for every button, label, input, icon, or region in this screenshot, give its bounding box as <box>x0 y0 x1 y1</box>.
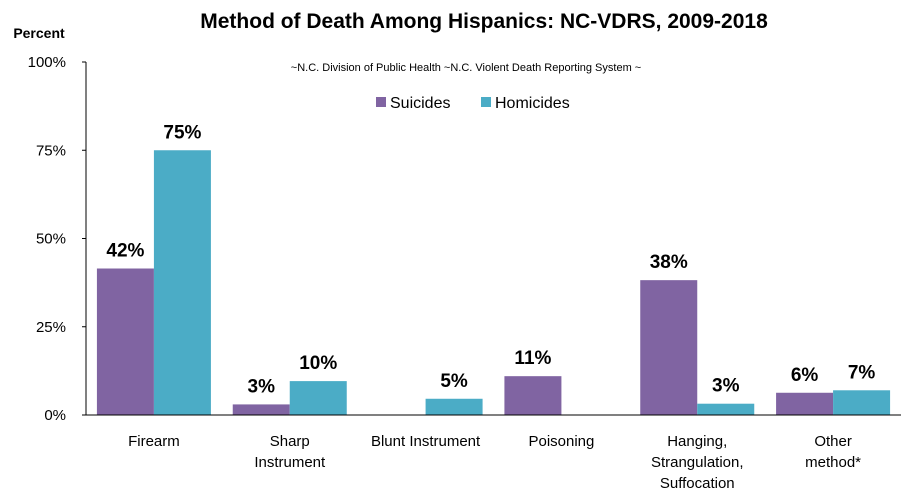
bar-homicides <box>289 381 347 415</box>
chart-subtitle: ~N.C. Division of Public Health ~N.C. Vi… <box>291 62 641 74</box>
legend-swatch-homicides <box>481 97 491 107</box>
bar-suicides <box>232 404 290 415</box>
bar-suicides <box>640 280 698 415</box>
y-tick-label: 100% <box>28 54 66 71</box>
y-tick-label: 25% <box>36 319 66 336</box>
data-label: 3% <box>248 376 276 397</box>
legend-swatch-suicides <box>376 97 386 107</box>
data-label: 38% <box>650 252 688 273</box>
y-tick-label: 50% <box>36 231 66 248</box>
data-label: 10% <box>299 353 337 374</box>
bar-suicides <box>504 376 562 415</box>
data-label: 75% <box>163 122 201 143</box>
y-tick-label: 0% <box>44 407 66 424</box>
data-label: 5% <box>440 371 468 392</box>
category-label: Suffocation <box>660 475 735 492</box>
data-label: 6% <box>791 365 819 386</box>
category-label: Strangulation, <box>651 454 744 471</box>
data-label: 3% <box>712 376 740 397</box>
bar-homicides <box>153 150 211 415</box>
category-label: Instrument <box>254 454 326 471</box>
category-label: Other <box>814 433 852 450</box>
category-label: method* <box>805 454 861 471</box>
legend-label-homicides: Homicides <box>495 95 570 112</box>
category-label: Hanging, <box>667 433 727 450</box>
bar-homicides <box>833 390 891 415</box>
category-label: Firearm <box>128 433 180 450</box>
y-axis-label: Percent <box>13 25 65 41</box>
chart-title: Method of Death Among Hispanics: NC-VDRS… <box>200 10 768 33</box>
y-tick-label: 75% <box>36 142 66 159</box>
category-label: Poisoning <box>528 433 594 450</box>
category-label: Sharp <box>270 433 310 450</box>
legend-label-suicides: Suicides <box>390 95 450 112</box>
bar-suicides <box>776 392 834 415</box>
data-label: 42% <box>106 241 144 262</box>
data-label: 11% <box>514 348 551 369</box>
bar-homicides <box>425 398 483 415</box>
category-label: Blunt Instrument <box>371 433 481 450</box>
data-label: 7% <box>848 362 876 383</box>
bar-suicides <box>96 268 154 415</box>
bar-homicides <box>697 403 755 415</box>
